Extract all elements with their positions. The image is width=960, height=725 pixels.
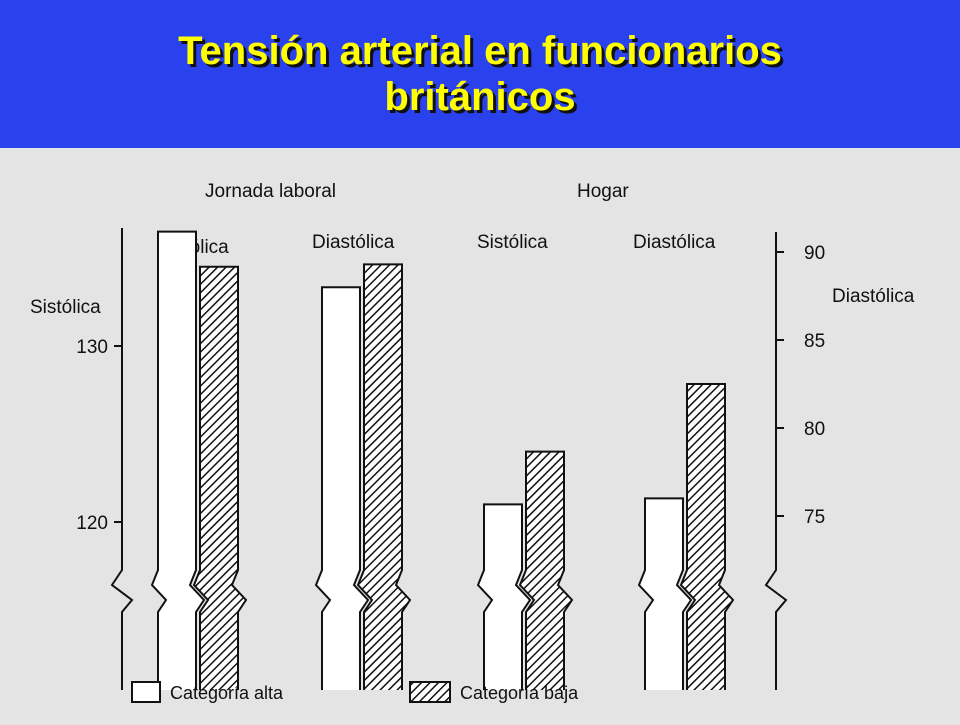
title-line-1: Tensión arterial en funcionarios	[178, 29, 782, 73]
bar-baja-3	[679, 383, 735, 690]
legend-swatch-alta	[131, 681, 161, 703]
legend-swatch-baja	[409, 681, 451, 703]
axis-right-tick-label: 80	[804, 419, 825, 440]
group-label-1: Hogar	[577, 181, 629, 202]
axis-left-label: Sistólica	[30, 297, 101, 318]
axis-right-tick-label: 75	[804, 507, 825, 528]
bar-alta-3	[637, 497, 693, 690]
bar-baja-0	[192, 265, 248, 690]
bars	[150, 230, 735, 690]
legend-label-baja: Categoría baja	[460, 683, 579, 703]
bar-baja-1	[356, 263, 412, 690]
subgroup-label-2: Sistólica	[477, 232, 548, 253]
legend-label-alta: Categoría alta	[170, 683, 284, 703]
chart-figure: Jornada laboral Hogar Sistólica Diastóli…	[0, 148, 960, 720]
bar-alta-1	[314, 286, 370, 690]
bar-alta-0	[150, 230, 206, 690]
group-label-0: Jornada laboral	[205, 181, 336, 202]
bar-chart: Jornada laboral Hogar Sistólica Diastóli…	[30, 181, 915, 703]
bar-baja-2	[518, 450, 574, 690]
axis-right-tick-label: 85	[804, 331, 825, 352]
title-line-2: británicos	[384, 75, 576, 119]
axis-right-tick-label: 90	[804, 243, 825, 264]
axis-left-ticks: 120 130	[76, 337, 122, 534]
axis-left-line	[110, 228, 134, 690]
bar-alta-2	[476, 503, 532, 690]
axis-right-line	[764, 232, 788, 690]
axis-left-tick-label: 130	[76, 337, 108, 358]
slide-title: Tensión arterial en funcionarios británi…	[178, 28, 782, 120]
axis-left-tick-label: 120	[76, 513, 108, 534]
axis-right-ticks: 75 80 85 90	[776, 243, 825, 528]
title-band: Tensión arterial en funcionarios británi…	[0, 0, 960, 148]
subgroup-label-1: Diastólica	[312, 232, 395, 253]
subgroup-label-3: Diastólica	[633, 232, 716, 253]
axis-right-label: Diastólica	[832, 286, 915, 307]
